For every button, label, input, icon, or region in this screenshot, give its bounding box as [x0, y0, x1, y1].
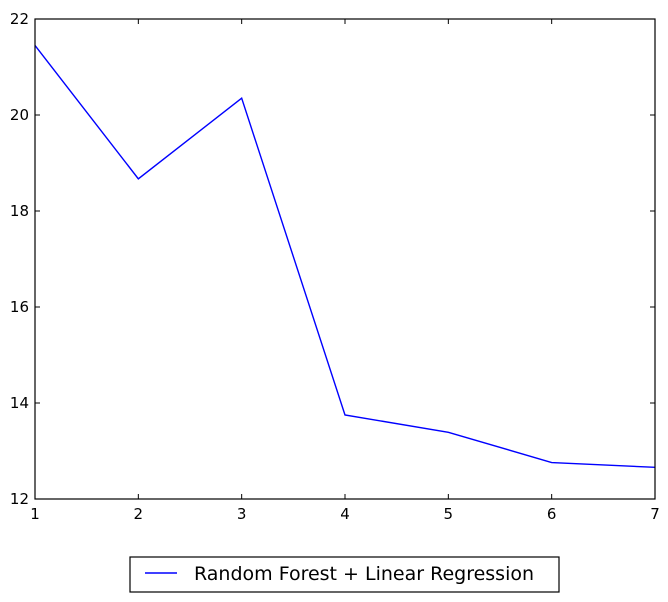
y-tick-label: 22: [10, 10, 29, 28]
y-tick-label: 20: [10, 106, 29, 124]
x-tick-label: 2: [134, 505, 144, 523]
x-tick-label: 6: [547, 505, 557, 523]
x-tick-label: 7: [650, 505, 660, 523]
x-tick-label: 5: [444, 505, 454, 523]
y-tick-label: 18: [10, 202, 29, 220]
x-tick-label: 3: [237, 505, 247, 523]
legend-box: [129, 556, 560, 593]
y-tick-label: 14: [10, 394, 29, 412]
plot-frame: [34, 18, 656, 500]
x-tick-label: 4: [340, 505, 350, 523]
x-tick-labels: 1 2 3 4 5 6 7: [30, 505, 660, 523]
y-tick-label: 16: [10, 298, 29, 316]
x-tick-label: 1: [30, 505, 40, 523]
y-tick-label: 12: [10, 490, 29, 508]
legend: Random Forest + Linear Regression: [129, 556, 560, 593]
y-tick-labels: 12 14 16 18 20 22: [10, 10, 29, 508]
legend-label: Random Forest + Linear Regression: [194, 563, 534, 585]
plot-area: [35, 19, 655, 499]
